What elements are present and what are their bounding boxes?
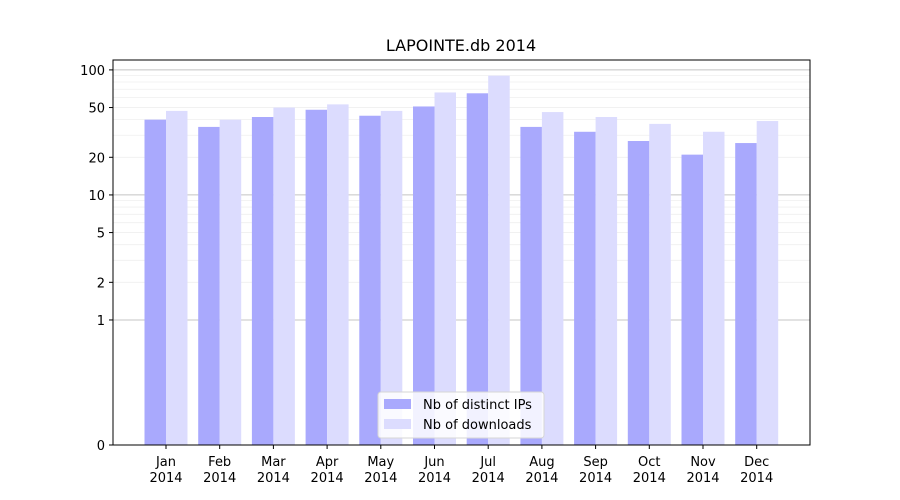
bar bbox=[327, 104, 349, 445]
x-tick-label-year: 2014 bbox=[311, 471, 344, 486]
chart-title: LAPOINTE.db 2014 bbox=[386, 36, 536, 55]
x-tick-label-month: Feb bbox=[208, 455, 231, 470]
bar bbox=[541, 112, 564, 445]
x-tick-label-month: Oct bbox=[638, 455, 660, 470]
x-tick-label-month: Jan bbox=[155, 455, 176, 470]
bar bbox=[251, 117, 274, 445]
x-tick-label-year: 2014 bbox=[472, 471, 505, 486]
y-tick-label: 10 bbox=[88, 189, 105, 204]
x-tick-label-month: Dec bbox=[744, 455, 769, 470]
x-tick-label-month: Apr bbox=[316, 455, 339, 470]
bar bbox=[681, 154, 703, 446]
plot-frame bbox=[112, 59, 811, 446]
x-tick-label-year: 2014 bbox=[203, 471, 236, 486]
x-tick-label-year: 2014 bbox=[257, 471, 290, 486]
x-tick-label-year: 2014 bbox=[686, 471, 719, 486]
bar bbox=[273, 107, 295, 446]
bar bbox=[198, 126, 220, 446]
bar bbox=[488, 75, 510, 446]
y-tick-label: 5 bbox=[97, 227, 105, 242]
legend: Nb of distinct IPs Nb of downloads bbox=[377, 391, 545, 439]
bar bbox=[466, 93, 489, 446]
y-tick-label: 100 bbox=[80, 64, 105, 79]
bar bbox=[574, 131, 596, 445]
bar bbox=[756, 121, 779, 446]
y-tick-label: 2 bbox=[97, 276, 105, 291]
axes bbox=[109, 59, 811, 449]
x-tick-label-year: 2014 bbox=[149, 471, 182, 486]
x-tick-label-month: Mar bbox=[261, 455, 286, 470]
legend-swatch bbox=[384, 419, 411, 429]
bar bbox=[735, 143, 757, 445]
x-tick-label-month: May bbox=[367, 455, 394, 470]
x-tick-label-year: 2014 bbox=[633, 471, 666, 486]
x-tick-label-year: 2014 bbox=[418, 471, 451, 486]
legend-label: Nb of distinct IPs bbox=[423, 398, 532, 413]
legend-box bbox=[377, 391, 545, 439]
bar bbox=[413, 106, 435, 445]
x-tick-label-year: 2014 bbox=[525, 471, 558, 486]
y-tick-label: 0 bbox=[97, 439, 105, 454]
y-tick-label: 1 bbox=[97, 314, 105, 329]
x-tick-label-year: 2014 bbox=[740, 471, 773, 486]
bar bbox=[627, 140, 650, 445]
x-tick-label-year: 2014 bbox=[579, 471, 612, 486]
bar bbox=[520, 126, 542, 446]
bar bbox=[305, 109, 328, 445]
bar bbox=[434, 92, 456, 446]
legend-swatch bbox=[384, 399, 411, 409]
bar bbox=[380, 110, 403, 445]
x-tick-label-month: Jun bbox=[423, 455, 444, 470]
x-tick-label-month: Sep bbox=[583, 455, 608, 470]
bars bbox=[144, 75, 779, 446]
bar bbox=[595, 117, 618, 445]
bar bbox=[219, 119, 242, 446]
legend-label: Nb of downloads bbox=[423, 418, 532, 433]
bar bbox=[703, 131, 725, 445]
tick-labels: 0125102050100Jan2014Feb2014Mar2014Apr201… bbox=[80, 64, 773, 486]
bar bbox=[166, 110, 188, 445]
bar bbox=[144, 119, 166, 446]
y-tick-label: 20 bbox=[88, 151, 105, 166]
x-tick-label-year: 2014 bbox=[364, 471, 397, 486]
y-tick-label: 50 bbox=[88, 102, 105, 117]
bar bbox=[359, 115, 381, 445]
x-tick-label-month: Jul bbox=[479, 455, 496, 470]
x-tick-label-month: Aug bbox=[529, 455, 554, 470]
x-tick-label-month: Nov bbox=[690, 455, 716, 470]
bar bbox=[649, 123, 671, 445]
